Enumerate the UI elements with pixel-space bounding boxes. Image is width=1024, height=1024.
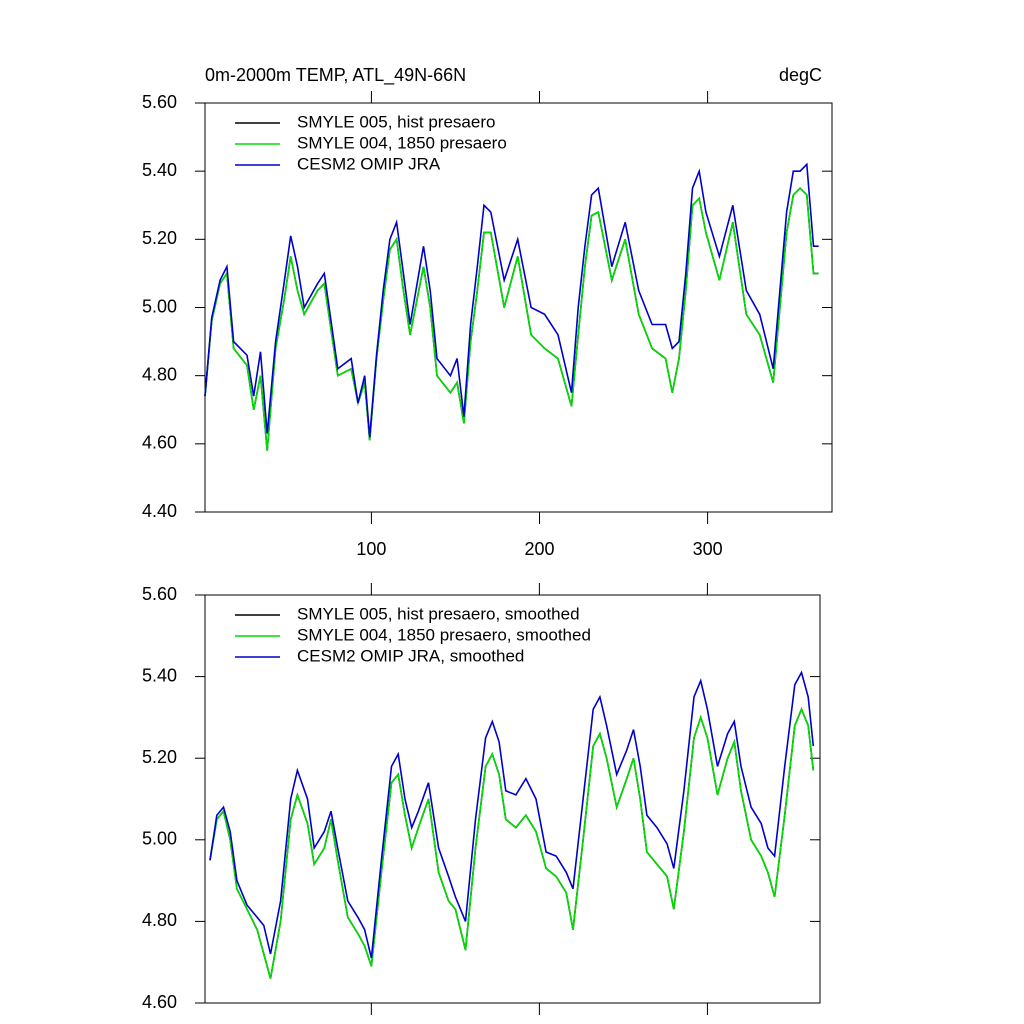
x-tick-label: 200 xyxy=(524,539,554,559)
legend-label: SMYLE 005, hist presaero xyxy=(297,112,495,131)
y-tick-label: 5.40 xyxy=(142,665,177,685)
legend-label: CESM2 OMIP JRA xyxy=(297,154,441,173)
y-tick-label: 4.80 xyxy=(142,910,177,930)
x-tick-label: 300 xyxy=(693,539,723,559)
x-tick-label: 100 xyxy=(356,539,386,559)
units-label: degC xyxy=(779,65,822,85)
legend-label: SMYLE 005, hist presaero, smoothed xyxy=(297,604,580,623)
series-line xyxy=(204,162,819,438)
y-tick-label: 5.60 xyxy=(142,584,177,604)
plot-frame xyxy=(204,102,833,513)
y-tick-label: 4.60 xyxy=(142,433,177,453)
y-tick-label: 4.60 xyxy=(142,992,177,1012)
series-line xyxy=(209,707,815,979)
y-tick-label: 5.00 xyxy=(142,296,177,316)
y-tick-label: 5.60 xyxy=(142,92,177,112)
series-line xyxy=(209,670,815,959)
series-line xyxy=(204,187,819,451)
legend-label: SMYLE 004, 1850 presaero, smoothed xyxy=(297,625,591,644)
y-tick-label: 4.40 xyxy=(142,501,177,521)
y-tick-label: 5.20 xyxy=(142,228,177,248)
y-tick-label: 5.40 xyxy=(142,160,177,180)
y-tick-label: 5.20 xyxy=(142,747,177,767)
legend-label: CESM2 OMIP JRA, smoothed xyxy=(297,646,524,665)
plot-frame xyxy=(204,594,821,1004)
y-tick-label: 5.00 xyxy=(142,829,177,849)
legend-label: SMYLE 004, 1850 presaero xyxy=(297,133,507,152)
chart-title: 0m-2000m TEMP, ATL_49N-66N xyxy=(205,65,466,86)
y-tick-label: 4.80 xyxy=(142,364,177,384)
